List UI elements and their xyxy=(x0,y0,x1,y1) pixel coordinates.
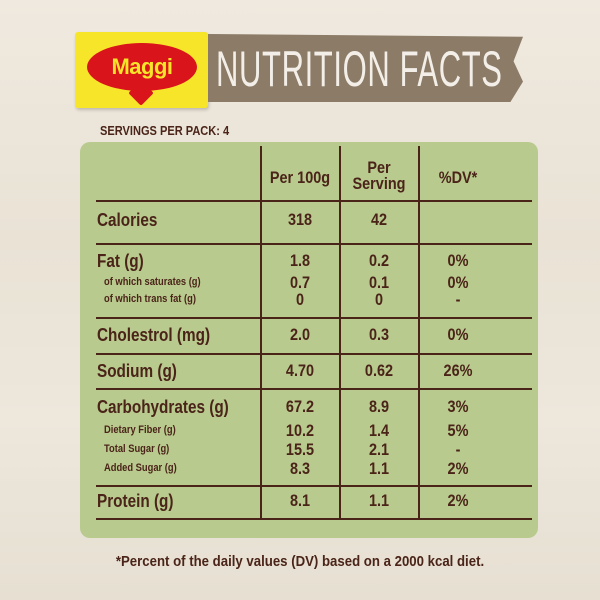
maggi-logo: Maggi xyxy=(75,32,208,108)
row-label: Protein (g) xyxy=(97,491,174,511)
value-per-serving: 0.1 xyxy=(368,273,390,292)
value-per-serving: 42 xyxy=(370,210,388,229)
value-dv: 0% xyxy=(447,251,469,270)
value-dv: 0% xyxy=(447,273,469,292)
row-divider xyxy=(96,243,532,245)
row-label: Added Sugar (g) xyxy=(104,462,177,474)
row-label: Dietary Fiber (g) xyxy=(104,424,176,436)
value-dv: - xyxy=(455,290,461,309)
column-divider xyxy=(260,146,262,518)
value-dv: - xyxy=(455,440,461,459)
header-per-serving: Per Serving xyxy=(345,158,413,193)
value-dv: 5% xyxy=(447,421,469,440)
row-divider xyxy=(96,485,532,487)
value-per-100g: 10.2 xyxy=(285,421,315,440)
value-dv: 3% xyxy=(447,397,469,416)
column-divider xyxy=(339,146,341,518)
value-per-serving: 8.9 xyxy=(368,397,390,416)
row-divider xyxy=(96,353,532,355)
value-per-serving: 0.2 xyxy=(368,251,390,270)
header-per-serving-line1: Per xyxy=(367,158,391,177)
header-per-serving-line2: Serving xyxy=(352,174,406,193)
value-per-serving: 1.1 xyxy=(368,491,390,510)
servings-per-pack: SERVINGS PER PACK: 4 xyxy=(100,123,230,138)
value-per-serving: 1.1 xyxy=(368,459,390,478)
value-per-serving: 2.1 xyxy=(368,440,390,459)
row-label: of which saturates (g) xyxy=(104,276,201,288)
value-dv: 26% xyxy=(443,361,473,380)
value-dv: 2% xyxy=(447,459,469,478)
row-label: Fat (g) xyxy=(97,251,144,271)
row-label: Calories xyxy=(97,210,158,230)
row-divider xyxy=(96,388,532,390)
value-per-100g: 2.0 xyxy=(289,325,311,344)
value-per-100g: 67.2 xyxy=(285,397,315,416)
row-label: Sodium (g) xyxy=(97,361,177,381)
footnote: *Percent of the daily values (DV) based … xyxy=(115,553,485,570)
page-title: NUTRITION FACTS xyxy=(216,41,503,97)
value-dv: 2% xyxy=(447,491,469,510)
header-dv: %DV* xyxy=(438,168,478,187)
row-label: Total Sugar (g) xyxy=(104,443,170,455)
row-label: Carbohydrates (g) xyxy=(97,397,229,417)
logo-oval: Maggi xyxy=(87,43,197,91)
title-banner: NUTRITION FACTS xyxy=(208,34,523,102)
value-per-100g: 318 xyxy=(287,210,313,229)
row-divider xyxy=(96,518,532,520)
value-per-100g: 8.3 xyxy=(289,459,311,478)
row-divider xyxy=(96,200,532,202)
brand-name: Maggi xyxy=(111,54,173,79)
value-per-100g: 1.8 xyxy=(289,251,311,270)
value-per-100g: 8.1 xyxy=(289,491,311,510)
row-divider xyxy=(96,317,532,319)
value-per-100g: 0 xyxy=(295,290,305,309)
value-per-serving: 0 xyxy=(374,290,384,309)
value-per-100g: 0.7 xyxy=(289,273,311,292)
value-per-100g: 4.70 xyxy=(285,361,315,380)
value-per-serving: 1.4 xyxy=(368,421,390,440)
column-divider xyxy=(418,146,420,518)
row-label: of which trans fat (g) xyxy=(104,293,196,305)
nutrition-table xyxy=(80,142,538,538)
header-per-100g: Per 100g xyxy=(269,168,331,187)
value-per-serving: 0.62 xyxy=(364,361,394,380)
value-per-serving: 0.3 xyxy=(368,325,390,344)
value-dv: 0% xyxy=(447,325,469,344)
row-label: Cholestrol (mg) xyxy=(97,325,211,345)
value-per-100g: 15.5 xyxy=(285,440,315,459)
